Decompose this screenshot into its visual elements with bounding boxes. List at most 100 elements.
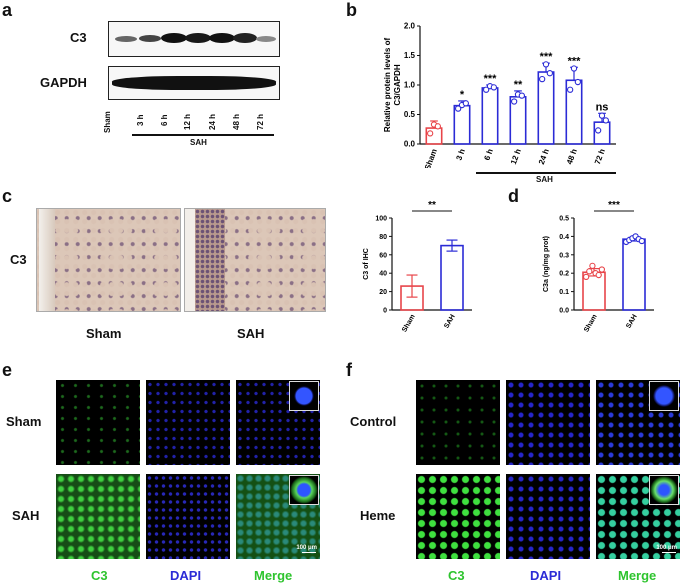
x-tick-label: 6 h xyxy=(482,148,494,162)
significance-label: *** xyxy=(484,73,498,85)
x-tick-label: 12 h xyxy=(509,148,523,166)
data-point xyxy=(542,61,550,68)
y-tick-label: 100 xyxy=(375,216,387,223)
blot-row-label-c3: C3 xyxy=(70,30,87,45)
y-tick-label: 1.0 xyxy=(404,81,416,90)
data-point xyxy=(574,78,581,86)
e-sah-dapi xyxy=(146,474,230,559)
x-tick-label: Sham xyxy=(401,314,417,334)
lane-label: 48 h xyxy=(232,113,241,130)
y-axis-label-line: Relative protein levels of xyxy=(383,38,392,133)
bar xyxy=(481,87,499,145)
significance-label: ns xyxy=(596,101,609,113)
data-point xyxy=(586,268,593,275)
data-point xyxy=(483,86,490,93)
x-tick-label: Sham xyxy=(423,148,439,168)
data-point xyxy=(589,262,596,269)
y-tick-label: 40 xyxy=(379,271,387,278)
f-heme-merge: 100 μm xyxy=(596,474,680,559)
blot-row-label-gapdh: GAPDH xyxy=(40,75,87,90)
y-tick-label: 0.0 xyxy=(559,308,569,315)
ihc-image-sah xyxy=(184,208,326,312)
y-tick-label: 0.5 xyxy=(559,216,569,223)
c3a-chart: 0.0 0.1 0.2 0.3 0.4 0.5 C3a (ng/mg prot) Sham SA… xyxy=(543,200,654,334)
bar xyxy=(453,104,471,145)
ihc-row-label: C3 xyxy=(10,252,27,267)
f-row-label-control: Control xyxy=(350,414,397,429)
ihc-label-sah: SAH xyxy=(237,326,265,341)
lane-label: 6 h xyxy=(160,114,169,126)
data-point xyxy=(427,130,434,137)
y-tick-label: 0.3 xyxy=(559,252,569,259)
panel-letter-c: c xyxy=(2,186,13,206)
x-tick-label: 24 h xyxy=(537,148,551,166)
c3-blot xyxy=(108,21,280,57)
data-point xyxy=(602,117,609,124)
bar xyxy=(622,238,646,311)
sah-group-label: SAH xyxy=(190,138,207,147)
e-row-label-sah: SAH xyxy=(12,508,40,523)
y-tick-label: 0.2 xyxy=(559,271,569,278)
data-point xyxy=(582,273,590,281)
significance-label: *** xyxy=(540,51,554,63)
y-tick-label: 0.4 xyxy=(559,234,569,241)
data-point xyxy=(490,84,497,91)
data-point xyxy=(598,266,606,273)
f-control-dapi xyxy=(506,380,590,465)
data-point xyxy=(510,98,518,105)
y-axis-label-line: C3/GAPDH xyxy=(393,64,402,106)
data-point xyxy=(455,105,462,112)
ihc-quant-chart: 0 20 40 60 80 100 C3 of IHC Sham SAH ** xyxy=(363,200,472,334)
sah-group-line-b xyxy=(476,172,616,174)
data-point xyxy=(518,92,525,99)
significance-label: ** xyxy=(514,79,523,91)
x-tick-label: SAH xyxy=(443,314,456,330)
x-tick-label: 3 h xyxy=(454,148,466,162)
y-axis-label: C3 of IHC xyxy=(363,248,370,280)
y-tick-label: 60 xyxy=(379,252,387,259)
x-tick-label: SAH xyxy=(625,314,638,330)
e-sham-c3 xyxy=(56,380,140,465)
f-col-label-dapi: DAPI xyxy=(530,568,562,583)
data-point xyxy=(566,86,574,93)
lane-label: Sham xyxy=(103,111,112,133)
data-point xyxy=(570,65,578,72)
data-point xyxy=(594,127,602,134)
e-col-label-c3: C3 xyxy=(91,568,108,583)
panel-letter-e: e xyxy=(2,360,13,380)
e-sah-c3 xyxy=(56,474,140,559)
f-row-label-heme: Heme xyxy=(360,508,396,523)
bar xyxy=(425,127,443,145)
e-row-label-sham: Sham xyxy=(6,414,42,429)
panel-letter-d: d xyxy=(508,186,519,206)
e-scale-label: 100 μm xyxy=(296,545,317,551)
lane-label: 24 h xyxy=(208,113,217,130)
panel-letter-a: a xyxy=(2,0,13,20)
x-tick-label: 48 h xyxy=(565,148,579,166)
f-control-c3 xyxy=(416,380,500,465)
y-tick-label: 80 xyxy=(379,234,387,241)
y-tick-label: 2.0 xyxy=(404,22,416,31)
x-tick-label: Sham xyxy=(583,314,599,334)
significance-label: ** xyxy=(428,200,436,211)
lane-label: 72 h xyxy=(256,113,265,130)
lane-label: 12 h xyxy=(183,113,192,130)
f-scale-label: 100 μm xyxy=(656,545,677,551)
e-col-label-merge: Merge xyxy=(254,568,293,583)
f-heme-c3 xyxy=(416,474,500,559)
significance-label: *** xyxy=(608,200,620,211)
data-point xyxy=(434,123,441,130)
y-tick-label: 0.1 xyxy=(559,289,569,296)
f-col-label-merge: Merge xyxy=(618,568,657,583)
significance-label: * xyxy=(460,89,465,101)
bar xyxy=(440,244,464,311)
data-point xyxy=(538,75,546,83)
y-tick-label: 1.5 xyxy=(404,51,416,60)
ihc-label-sham: Sham xyxy=(86,326,122,341)
panel-letter-b: b xyxy=(346,0,357,20)
f-heme-dapi xyxy=(506,474,590,559)
bar xyxy=(537,71,555,145)
y-axis-label: C3a (ng/mg prot) xyxy=(543,236,550,292)
sah-group-line xyxy=(132,134,274,136)
gapdh-blot xyxy=(108,66,280,100)
